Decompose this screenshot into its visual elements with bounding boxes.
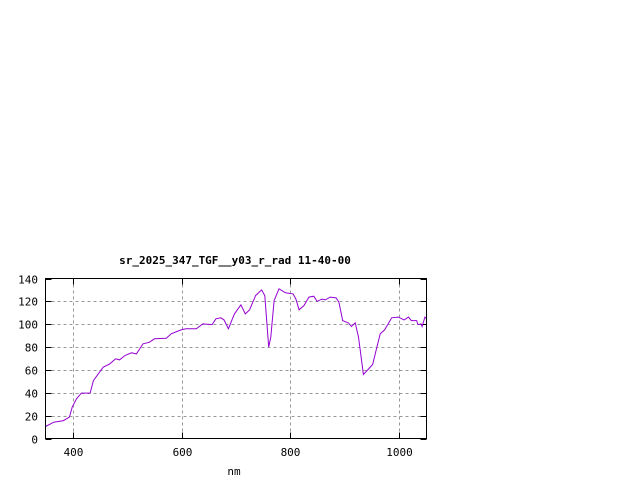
x-tick-label: 800 <box>281 446 301 459</box>
x-tick-label: 600 <box>173 446 193 459</box>
plot-border <box>45 278 427 439</box>
grid <box>45 278 427 439</box>
y-tick-label: 120 <box>18 296 38 309</box>
x-axis-label: nm <box>227 465 241 478</box>
y-tick-label: 0 <box>31 434 38 447</box>
y-tick-label: 80 <box>25 342 38 355</box>
ticks: 400 600 800 1000 0 20 40 60 80 100 120 140 <box>18 274 427 459</box>
y-tick-label: 100 <box>18 319 38 332</box>
series-line <box>45 288 427 427</box>
y-tick-label: 20 <box>25 411 38 424</box>
chart-title: sr_2025_347_TGF__y03_r_rad 11-40-00 <box>119 254 351 267</box>
y-tick-label: 40 <box>25 388 38 401</box>
x-tick-label: 400 <box>64 446 84 459</box>
y-tick-label: 140 <box>18 274 38 287</box>
y-tick-label: 60 <box>25 365 38 378</box>
x-tick-label: 1000 <box>386 446 413 459</box>
